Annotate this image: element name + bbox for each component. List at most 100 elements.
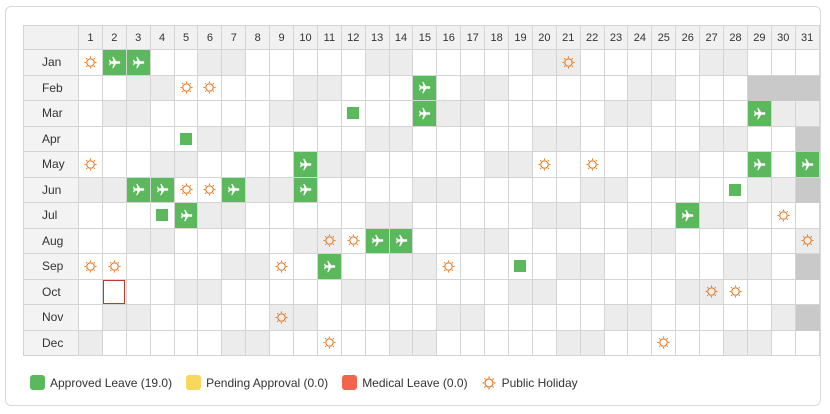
day-cell[interactable] <box>316 125 342 152</box>
day-cell[interactable] <box>531 176 557 203</box>
day-cell[interactable] <box>221 125 247 152</box>
day-cell[interactable] <box>460 49 486 76</box>
day-cell[interactable] <box>197 202 223 229</box>
day-cell[interactable] <box>221 49 247 76</box>
half-day-leave-marker[interactable] <box>509 254 532 279</box>
day-cell[interactable] <box>723 176 748 203</box>
day-cell[interactable] <box>125 278 151 305</box>
day-cell[interactable] <box>508 227 533 254</box>
day-cell[interactable] <box>245 125 271 152</box>
approved-leave-marker[interactable] <box>102 50 126 75</box>
day-cell[interactable] <box>436 227 462 254</box>
day-cell[interactable] <box>627 253 653 280</box>
day-cell[interactable] <box>412 202 438 229</box>
day-cell[interactable] <box>388 100 414 127</box>
day-cell[interactable] <box>675 151 701 178</box>
day-cell[interactable] <box>699 329 725 356</box>
day-cell[interactable] <box>340 304 366 331</box>
day-cell[interactable] <box>364 176 390 203</box>
day-cell[interactable] <box>78 125 103 152</box>
day-cell[interactable] <box>651 100 677 127</box>
day-cell[interactable] <box>746 176 772 203</box>
day-cell[interactable] <box>125 49 151 76</box>
approved-leave-marker[interactable] <box>795 152 819 177</box>
day-cell[interactable] <box>651 278 677 305</box>
day-cell[interactable] <box>101 227 127 254</box>
day-cell[interactable] <box>555 125 581 152</box>
day-cell[interactable] <box>269 125 295 152</box>
day-cell[interactable] <box>149 253 175 280</box>
day-cell[interactable] <box>364 278 390 305</box>
day-cell[interactable] <box>603 151 629 178</box>
day-cell[interactable] <box>531 74 557 101</box>
day-cell[interactable] <box>484 253 510 280</box>
day-cell[interactable] <box>555 49 581 76</box>
day-cell[interactable] <box>651 329 677 356</box>
day-cell[interactable] <box>293 227 318 254</box>
day-cell[interactable] <box>508 253 533 280</box>
day-cell[interactable] <box>149 202 175 229</box>
day-cell[interactable] <box>364 100 390 127</box>
day-cell[interactable] <box>149 329 175 356</box>
day-cell[interactable] <box>149 125 175 152</box>
day-cell[interactable] <box>245 253 271 280</box>
day-cell[interactable] <box>651 202 677 229</box>
day-cell[interactable] <box>723 329 748 356</box>
day-cell[interactable] <box>173 151 199 178</box>
day-cell[interactable] <box>531 100 557 127</box>
day-cell[interactable] <box>723 253 748 280</box>
day-cell[interactable] <box>340 49 366 76</box>
day-cell[interactable] <box>531 278 557 305</box>
day-cell[interactable] <box>340 100 366 127</box>
day-cell[interactable] <box>197 176 223 203</box>
day-cell[interactable] <box>269 151 295 178</box>
day-cell[interactable] <box>316 227 342 254</box>
day-cell[interactable] <box>603 329 629 356</box>
day-cell[interactable] <box>484 304 510 331</box>
day-cell[interactable] <box>555 151 581 178</box>
day-cell[interactable] <box>603 304 629 331</box>
approved-leave-marker[interactable] <box>389 228 413 253</box>
day-cell[interactable] <box>436 176 462 203</box>
day-cell[interactable] <box>340 227 366 254</box>
day-cell[interactable] <box>269 49 295 76</box>
day-cell[interactable] <box>173 100 199 127</box>
approved-leave-marker[interactable] <box>150 177 174 202</box>
day-cell[interactable] <box>245 304 271 331</box>
day-cell[interactable] <box>125 74 151 101</box>
day-cell[interactable] <box>78 227 103 254</box>
day-cell[interactable] <box>699 49 725 76</box>
day-cell[interactable] <box>340 278 366 305</box>
day-cell[interactable] <box>316 176 342 203</box>
day-cell[interactable] <box>293 329 318 356</box>
day-cell[interactable] <box>125 125 151 152</box>
day-cell[interactable] <box>78 253 103 280</box>
day-cell[interactable] <box>78 329 103 356</box>
day-cell[interactable] <box>173 304 199 331</box>
day-cell[interactable] <box>197 49 223 76</box>
approved-leave-marker[interactable] <box>126 177 150 202</box>
day-cell[interactable] <box>436 100 462 127</box>
day-cell[interactable] <box>221 253 247 280</box>
day-cell[interactable] <box>269 176 295 203</box>
day-cell[interactable] <box>460 253 486 280</box>
day-cell[interactable] <box>555 329 581 356</box>
public-holiday-marker[interactable] <box>198 178 221 203</box>
approved-leave-marker[interactable] <box>413 75 437 100</box>
day-cell[interactable] <box>316 202 342 229</box>
day-cell[interactable] <box>316 253 342 280</box>
day-cell[interactable] <box>436 253 462 280</box>
day-cell[interactable] <box>770 202 796 229</box>
day-cell[interactable] <box>555 74 581 101</box>
day-cell[interactable] <box>173 329 199 356</box>
day-cell[interactable] <box>746 227 772 254</box>
day-cell[interactable] <box>340 329 366 356</box>
day-cell[interactable] <box>723 49 748 76</box>
day-cell[interactable] <box>269 304 295 331</box>
day-cell[interactable] <box>245 151 271 178</box>
day-cell[interactable] <box>412 176 438 203</box>
day-cell[interactable] <box>125 176 151 203</box>
day-cell[interactable] <box>149 227 175 254</box>
day-cell[interactable] <box>603 278 629 305</box>
day-cell[interactable] <box>173 202 199 229</box>
